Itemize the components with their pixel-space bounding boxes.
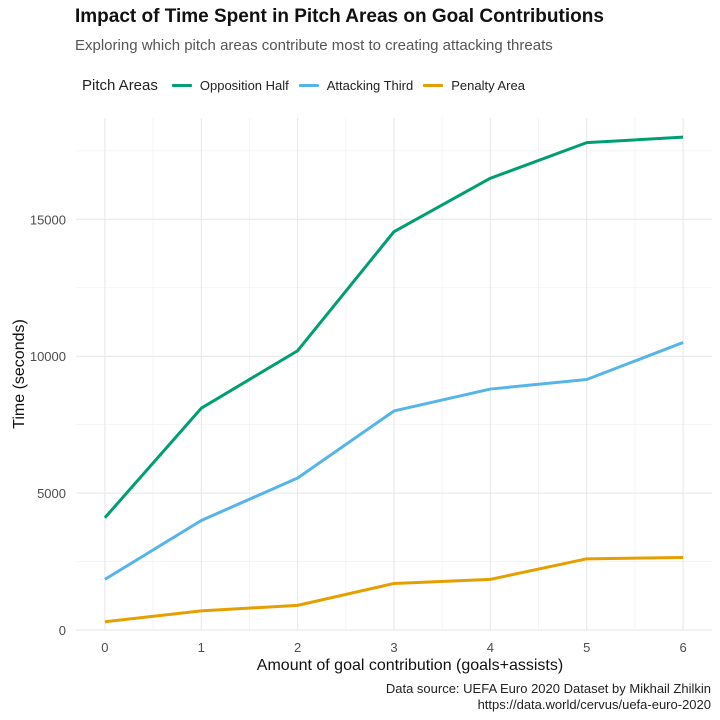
chart-subtitle: Exploring which pitch areas contribute m…: [75, 37, 553, 54]
legend-item-opposition-half: Opposition Half: [171, 77, 289, 93]
y-tick-label: 10000: [30, 349, 66, 364]
x-tick-label: 2: [294, 640, 301, 655]
legend-label-opposition-half: Opposition Half: [199, 77, 289, 93]
y-axis-label: Time (seconds): [11, 319, 28, 429]
legend-title: Pitch Areas: [82, 76, 158, 94]
x-axis-label: Amount of goal contribution (goals+assis…: [257, 657, 563, 674]
legend: Pitch Areas Opposition Half Attacking Th…: [82, 74, 535, 96]
caption-line-url: https://data.world/cervus/uefa-euro-2020: [477, 697, 711, 712]
x-tick-label: 4: [487, 640, 494, 655]
x-tick-label: 6: [679, 640, 686, 655]
legend-swatch-attacking-third: [298, 83, 319, 87]
legend-label-penalty-area: Penalty Area: [451, 77, 525, 93]
y-tick-label: 0: [59, 623, 66, 638]
series-line-opposition-half: [103, 135, 684, 519]
y-tick-label: 5000: [37, 486, 66, 501]
x-tick-label: 0: [101, 640, 108, 655]
legend-item-attacking-third: Attacking Third: [298, 77, 414, 93]
caption-line-source: Data source: UEFA Euro 2020 Dataset by M…: [385, 681, 711, 696]
legend-item-penalty-area: Penalty Area: [423, 78, 525, 93]
chart-title: Impact of Time Spent in Pitch Areas on G…: [75, 6, 604, 27]
series-line-penalty-area: [104, 555, 684, 624]
x-tick-label: 5: [583, 640, 590, 655]
legend-swatch-opposition-half: [171, 83, 192, 87]
legend-label-attacking-third: Attacking Third: [326, 77, 414, 93]
x-tick-label: 1: [198, 640, 205, 655]
series-line-attacking-third: [104, 341, 684, 581]
legend-swatch-penalty-area: [423, 83, 444, 87]
caption: Data source: UEFA Euro 2020 Dataset by M…: [386, 681, 711, 713]
y-tick-label: 15000: [30, 212, 66, 227]
x-tick-label: 3: [390, 640, 397, 655]
